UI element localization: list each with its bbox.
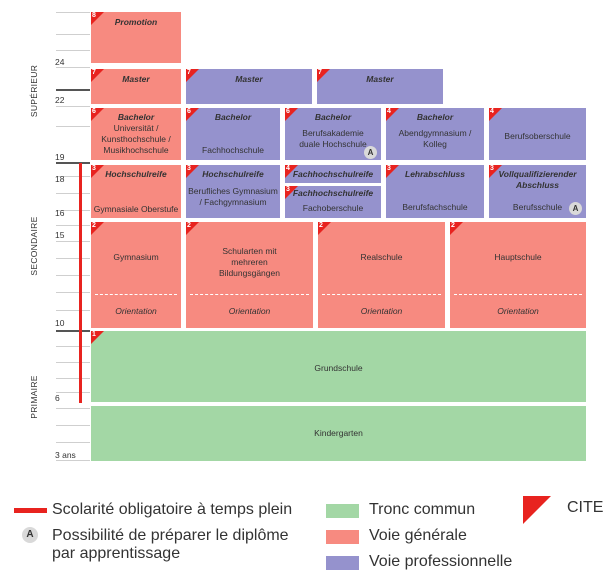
legend-compulsory-swatch [14,508,47,513]
stage-label-superieur: SUPÉRIEUR [29,64,39,118]
block-kindergarten: Kindergarten [91,406,586,461]
block-master-university: 7 Master [91,69,181,104]
block-hochschulreife-gymnasiale-oberstufe: 3 Hochschulreife Gymnasiale Oberstufe [91,165,181,218]
stage-label-secondaire: SECONDAIRE [29,216,39,276]
block-berufsoberschule: 4 Berufsoberschule [489,108,586,160]
legend-apprenticeship-label: Possibilité de préparer le diplôme par a… [52,527,289,562]
block-fachhochschulreife-top: 4 Fachhochschulreife [285,165,381,183]
legend-cite-label: CITE [567,499,604,516]
block-master-fachhochschule: 7 Master [186,69,312,104]
block-schularten: 2 Schularten mit mehreren Bildungsgängen… [186,222,313,328]
apprenticeship-badge: A [569,202,582,215]
age-24: 24 [55,57,65,67]
compulsory-schooling-bar [79,163,82,403]
legend-apprenticeship-badge: A [22,527,38,543]
block-fachhochschulreife-fachoberschule: 3 Fachhochschulreife Fachoberschule [285,186,381,218]
age-16: 16 [55,208,65,218]
legend-professionnelle-label: Voie professionnelle [369,553,513,570]
age-10: 10 [55,318,65,328]
block-bachelor-abendgymnasium: 4 Bachelor Abendgymnasium / Kolleg [386,108,484,160]
block-realschule: 2 Realschule Orientation [318,222,445,328]
age-3: 3 ans [55,450,76,460]
block-hauptschule: 2 Hauptschule Orientation [450,222,586,328]
age-6: 6 [55,393,60,403]
block-bachelor-universitaet: 6 Bachelor Universität / Kunsthochschule… [91,108,181,160]
age-15: 15 [55,230,65,240]
apprenticeship-badge: A [364,146,377,159]
block-master-berufsakademie: 7 Master [317,69,443,104]
legend-tronc-label: Tronc commun [369,501,476,518]
block-promotion: 8 Promotion [91,12,181,63]
legend-professionnelle-swatch [326,556,359,570]
legend-compulsory-label: Scolarité obligatoire à temps plein [52,501,293,518]
stage-label-primaire: PRIMAIRE [29,375,39,419]
age-19: 19 [55,152,65,162]
legend-generale-label: Voie générale [369,527,467,544]
legend-tronc-swatch [326,504,359,518]
legend-cite-triangle-icon [523,496,551,524]
block-bachelor-berufsakademie: 6 Bachelor Berufsakademie duale Hochschu… [285,108,381,160]
age-18: 18 [55,174,65,184]
legend-generale-swatch [326,530,359,544]
block-grundschule: 1 Grundschule [91,331,586,402]
block-bachelor-fachhochschule: 6 Bachelor Fachhochschule [186,108,280,160]
block-hochschulreife-berufliches-gymnasium: 3 Hochschulreife Berufliches Gymnasium /… [186,165,280,218]
age-22: 22 [55,95,65,105]
block-vollqualifizierender-abschluss: 3 Vollqualifizierender Abschluss Berufss… [489,165,586,218]
block-lehrabschluss: 3 Lehrabschluss Berufsfachschule [386,165,484,218]
block-gymnasium: 2 Gymnasium Orientation [91,222,181,328]
